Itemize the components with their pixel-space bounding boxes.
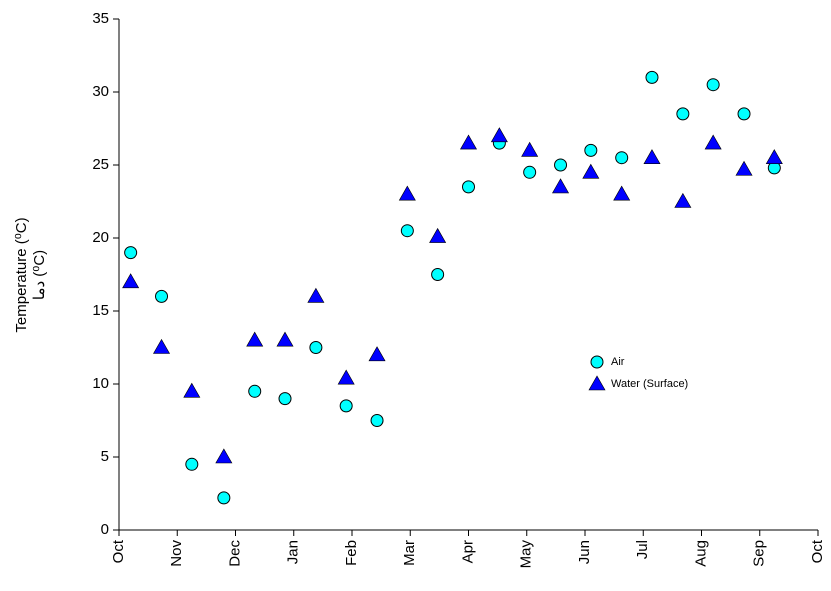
triangle-marker [153,338,171,354]
y-tick-label: 35 [92,10,109,27]
y-tick-label: 30 [92,83,109,100]
triangle-marker [552,178,570,194]
triangle-marker [582,163,600,179]
circle-marker [217,491,231,505]
triangle-marker [122,273,140,289]
triangle-marker [613,185,631,201]
y-tick-label: 5 [101,448,109,465]
legend-marker [588,375,606,391]
legend-text: Water (Surface) [611,378,688,390]
circle-marker [523,165,537,179]
circle-marker [370,414,384,427]
circle-marker [309,341,323,354]
circle-marker [615,151,629,165]
circle-marker [400,224,414,238]
triangle-marker [735,160,753,176]
circle-marker [676,107,690,121]
x-tick-label: Aug [692,540,709,567]
circle-marker [431,268,445,281]
circle-marker [124,246,138,260]
triangle-marker [459,134,478,150]
x-tick-label: Mar [401,540,418,566]
x-tick-label: Oct [110,539,127,563]
circle-marker [737,107,751,121]
triangle-marker [307,287,325,303]
triangle-marker [246,331,264,347]
circle-marker [706,78,720,92]
circle-marker [645,70,659,84]
triangle-marker [429,227,447,243]
triangle-marker [337,369,355,385]
triangle-marker [521,141,539,157]
x-tick-label: Oct [809,539,826,563]
triangle-marker [215,448,233,464]
y-tick-label: 15 [92,302,109,319]
x-tick-label: Dec [226,540,243,567]
circle-marker [155,289,169,303]
circle-marker [339,399,353,413]
triangle-marker [765,149,783,164]
y-axis-label: دما (⁰C) [31,250,48,300]
triangle-marker [398,185,416,201]
circle-marker [462,180,475,194]
triangle-marker [183,382,201,398]
x-tick-label: Feb [343,540,360,566]
triangle-marker [276,331,294,347]
y-tick-label: 10 [92,375,109,392]
circle-marker [584,143,598,157]
x-tick-label: Apr [459,540,476,563]
circle-marker [278,392,292,406]
triangle-marker [704,134,722,150]
x-tick-label: Jun [576,540,593,564]
legend-marker [590,355,604,369]
circle-marker [248,384,262,398]
x-tick-label: Jul [634,540,651,559]
circle-marker [554,158,568,172]
x-tick-label: Jan [285,540,302,564]
triangle-marker [490,127,508,143]
x-tick-label: Sep [751,540,768,567]
y-tick-label: 25 [92,156,109,173]
x-tick-label: May [518,540,535,569]
y-tick-label: 20 [92,229,109,246]
triangle-marker [368,346,386,362]
y-axis-label: Temperature (⁰C) [13,217,30,332]
triangle-marker [643,149,661,164]
triangle-marker [674,192,692,208]
x-tick-label: Nov [168,540,185,567]
legend-text: Air [611,356,625,368]
y-tick-label: 0 [101,521,109,538]
circle-marker [185,457,199,471]
